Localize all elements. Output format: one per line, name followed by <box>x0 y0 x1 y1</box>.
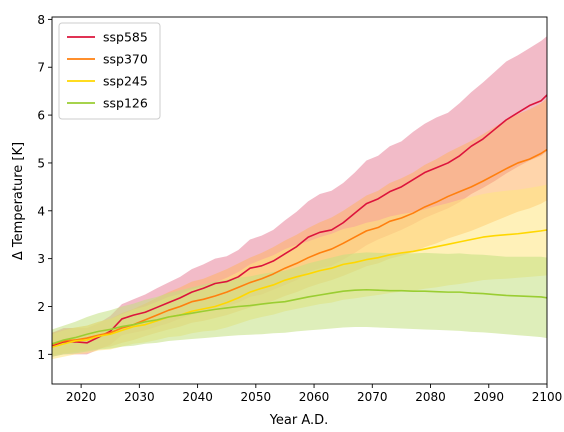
ssp126-band <box>52 252 547 357</box>
y-tick-label: 3 <box>37 252 45 266</box>
y-axis-label: Δ Temperature [K] <box>11 142 26 260</box>
x-tick-label: 2020 <box>66 390 97 404</box>
y-tick-label: 2 <box>37 300 45 314</box>
x-axis-label: Year A.D. <box>269 413 329 428</box>
ssp585-legend-label: ssp585 <box>103 30 148 45</box>
x-tick-label: 2040 <box>182 390 213 404</box>
x-tick-label: 2090 <box>473 390 504 404</box>
y-tick-label: 6 <box>37 109 45 123</box>
x-tick-label: 2030 <box>124 390 155 404</box>
series-lines <box>52 94 547 348</box>
plot-frame <box>51 16 548 385</box>
y-tick-label: 7 <box>37 61 45 75</box>
y-tick-label: 5 <box>37 156 45 170</box>
ssp245-legend-label: ssp245 <box>103 74 148 89</box>
x-tick-label: 2070 <box>357 390 388 404</box>
axes: 2020 2030 2040 2050 2060 2070 2080 2090 2100 1 2 3 4… <box>37 13 562 404</box>
ssp126-line <box>52 288 547 345</box>
ssp585-line <box>52 94 547 347</box>
y-tick-label: 4 <box>37 204 45 218</box>
ssp370-band <box>52 98 547 356</box>
ssp245-line <box>52 229 547 348</box>
ssp370-legend-label: ssp370 <box>103 52 148 67</box>
x-tick-label: 2060 <box>299 390 330 404</box>
x-tick-label: 2100 <box>532 390 563 404</box>
x-tick-label: 2080 <box>415 390 446 404</box>
legend-box <box>58 22 161 120</box>
y-tick-label: 1 <box>37 348 45 362</box>
x-tick-label: 2050 <box>241 390 272 404</box>
legend: ssp585 ssp370 ssp245 ssp126 <box>58 22 161 120</box>
ssp126-legend-label: ssp126 <box>103 96 148 111</box>
y-tick-label: 8 <box>37 13 45 27</box>
